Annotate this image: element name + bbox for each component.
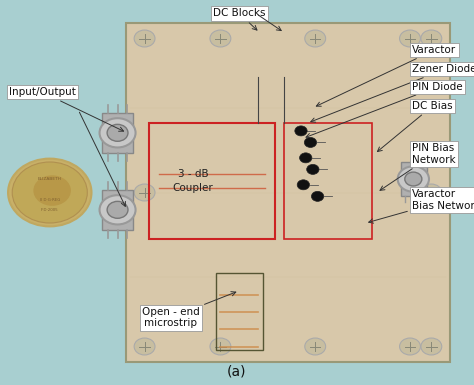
Text: II D·G·REG: II D·G·REG [40, 198, 60, 202]
Circle shape [304, 137, 317, 147]
Circle shape [400, 338, 420, 355]
Text: Open - end
microstrip: Open - end microstrip [142, 292, 236, 328]
Text: Zener Diode: Zener Diode [311, 64, 474, 122]
Circle shape [421, 30, 442, 47]
Text: DC Blocks: DC Blocks [213, 8, 265, 30]
Circle shape [307, 164, 319, 174]
Text: F·D·2005: F·D·2005 [41, 208, 59, 212]
Text: PIN Diode: PIN Diode [306, 82, 463, 138]
Circle shape [421, 338, 442, 355]
Circle shape [297, 180, 310, 190]
Text: 3 - dB
Coupler: 3 - dB Coupler [173, 169, 213, 192]
Bar [149, 123, 275, 239]
Bar [102, 190, 133, 230]
Bar [216, 273, 263, 350]
Text: (a): (a) [227, 364, 247, 378]
Circle shape [311, 191, 324, 201]
Bar [284, 123, 372, 239]
Bar [401, 162, 427, 196]
Circle shape [421, 184, 442, 201]
Text: PIN Bias
Network: PIN Bias Network [380, 143, 456, 190]
Circle shape [305, 338, 326, 355]
Circle shape [210, 30, 231, 47]
Circle shape [210, 338, 231, 355]
Text: Varactor: Varactor [316, 45, 456, 106]
Circle shape [405, 172, 422, 186]
Circle shape [33, 175, 71, 206]
Circle shape [107, 201, 128, 218]
Circle shape [100, 118, 136, 147]
Text: ELIZABETH: ELIZABETH [38, 177, 62, 181]
Circle shape [12, 162, 87, 223]
Circle shape [305, 30, 326, 47]
Circle shape [295, 126, 307, 136]
Circle shape [300, 153, 312, 163]
Circle shape [398, 166, 429, 192]
Circle shape [134, 30, 155, 47]
Text: Input/Output: Input/Output [9, 87, 124, 131]
Circle shape [100, 195, 136, 224]
Circle shape [107, 124, 128, 141]
Bar [102, 113, 133, 153]
Circle shape [8, 159, 91, 226]
Text: Varactor
Bias Network: Varactor Bias Network [369, 189, 474, 223]
Circle shape [400, 30, 420, 47]
Text: DC Bias: DC Bias [377, 101, 453, 152]
Circle shape [134, 184, 155, 201]
Circle shape [134, 338, 155, 355]
Bar [126, 23, 450, 362]
